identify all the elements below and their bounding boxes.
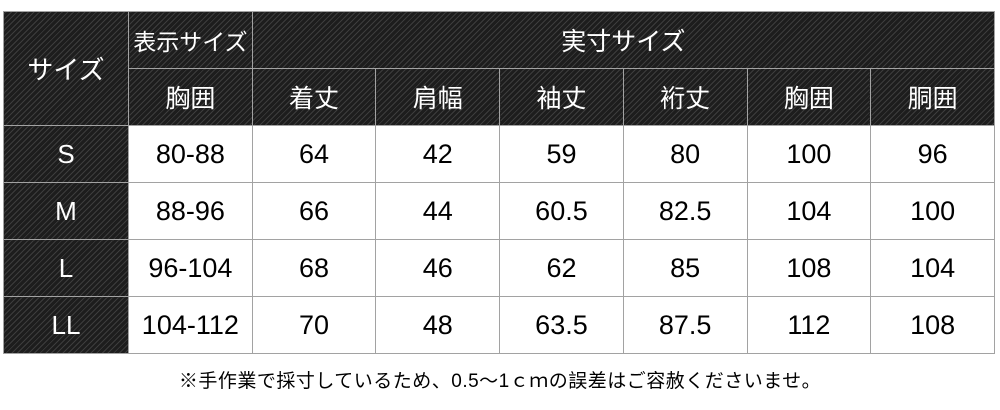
- size-cell: LL: [3, 296, 129, 354]
- size-column-header: サイズ: [3, 11, 129, 126]
- table-cell: 62: [499, 239, 624, 297]
- subheader-length: 着丈: [251, 68, 377, 126]
- table-row-s: S 80-88 64 42 59 80 100 96: [3, 125, 995, 183]
- table-row-m: M 88-96 66 44 60.5 82.5 104 100: [3, 182, 995, 240]
- subheader-chest-display: 胸囲: [128, 68, 253, 126]
- table-cell: 104: [870, 239, 995, 297]
- table-cell: 48: [375, 296, 501, 354]
- table-cell: 96: [870, 125, 995, 183]
- table-cell: 63.5: [499, 296, 624, 354]
- table-cell: 104-112: [128, 296, 253, 354]
- table-cell: 60.5: [499, 182, 624, 240]
- subheader-chest-actual: 胸囲: [746, 68, 872, 126]
- subheader-yuki: 裄丈: [622, 68, 748, 126]
- subheader-shoulder: 肩幅: [375, 68, 501, 126]
- table-row-ll: LL 104-112 70 48 63.5 87.5 112 108: [3, 296, 995, 354]
- header-row-groups: サイズ 表示サイズ 実寸サイズ: [3, 11, 996, 126]
- size-cell: L: [3, 239, 129, 297]
- table-cell: 87.5: [622, 296, 748, 354]
- table-cell: 80: [622, 125, 748, 183]
- table-cell: 64: [251, 125, 377, 183]
- actual-size-group-header: 実寸サイズ: [251, 11, 996, 69]
- table-cell: 82.5: [622, 182, 748, 240]
- table-cell: 66: [251, 182, 377, 240]
- table-cell: 100: [746, 125, 872, 183]
- table-cell: 112: [746, 296, 872, 354]
- table-cell: 104: [746, 182, 872, 240]
- table-cell: 100: [870, 182, 995, 240]
- size-cell: M: [3, 182, 129, 240]
- table-cell: 96-104: [128, 239, 253, 297]
- measurement-tolerance-footnote: ※手作業で採寸しているため、0.5～1ｃｍの誤差はご容赦くださいませ。: [178, 371, 822, 392]
- table-cell: 85: [622, 239, 748, 297]
- size-table: サイズ 表示サイズ 実寸サイズ 胸囲 着丈 肩幅 袖丈 裄丈 胸囲 胴囲 S 8…: [3, 11, 996, 354]
- size-cell: S: [3, 125, 129, 183]
- display-size-group-header: 表示サイズ: [128, 11, 253, 69]
- table-cell: 108: [870, 296, 995, 354]
- table-cell: 59: [499, 125, 624, 183]
- table-cell: 42: [375, 125, 501, 183]
- subheader-sleeve: 袖丈: [499, 68, 624, 126]
- header-row-subcolumns: 胸囲 着丈 肩幅 袖丈 裄丈 胸囲 胴囲: [4, 68, 995, 126]
- table-cell: 44: [375, 182, 501, 240]
- subheader-waist: 胴囲: [870, 68, 995, 126]
- table-cell: 70: [251, 296, 377, 354]
- table-row-l: L 96-104 68 46 62 85 108 104: [3, 239, 995, 297]
- table-cell: 80-88: [128, 125, 253, 183]
- table-cell: 88-96: [128, 182, 253, 240]
- table-cell: 108: [746, 239, 872, 297]
- table-cell: 46: [375, 239, 501, 297]
- table-cell: 68: [251, 239, 377, 297]
